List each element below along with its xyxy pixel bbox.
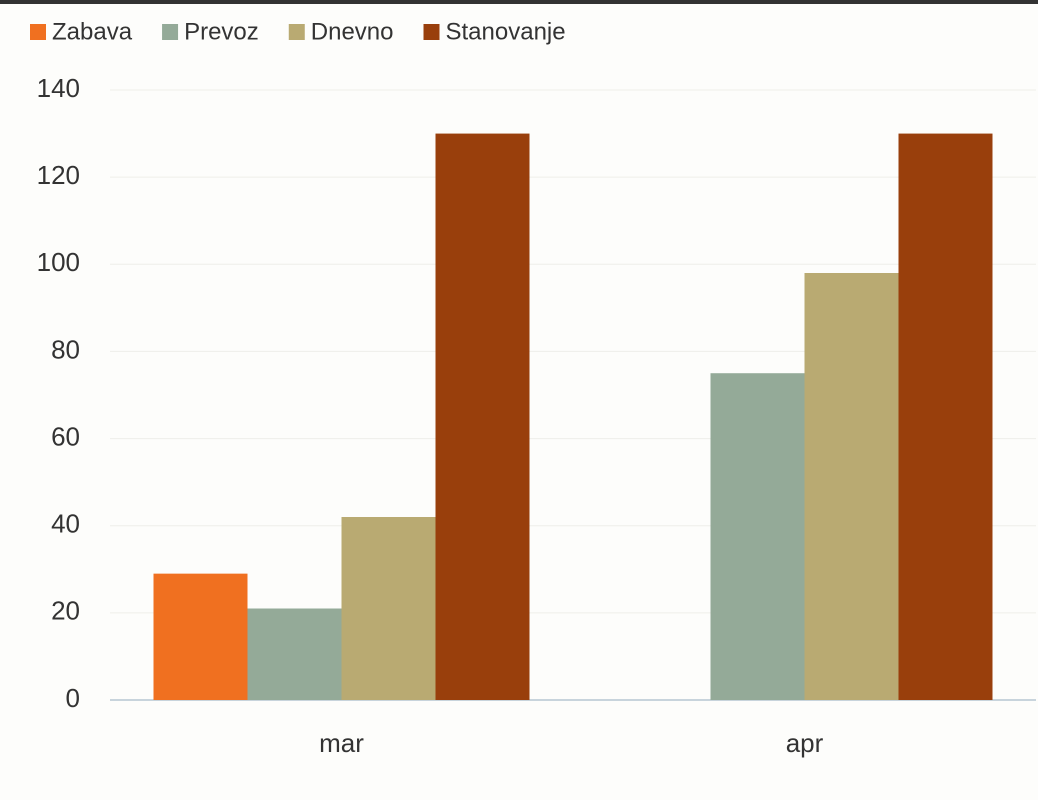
bar [153,573,248,700]
y-tick-label: 80 [51,334,80,364]
legend-swatch [30,24,46,40]
bar [435,133,530,701]
y-tick-label: 100 [37,247,80,277]
bar [898,133,993,701]
y-tick-label: 60 [51,421,80,451]
legend-label: Zabava [52,18,133,45]
legend-label: Dnevno [311,18,394,45]
bar [710,373,805,700]
bar [804,273,899,700]
y-tick-label: 120 [37,160,80,190]
y-tick-label: 140 [37,73,80,103]
bar [247,608,342,700]
x-tick-label: apr [786,728,824,758]
y-tick-label: 20 [51,596,80,626]
x-tick-label: mar [319,728,364,758]
legend-swatch [423,24,440,40]
legend-label: Stanovanje [446,18,566,45]
y-tick-label: 40 [51,509,80,539]
legend-swatch [162,24,179,40]
legend-swatch [288,24,305,40]
top-border [0,0,1038,4]
bar [341,517,436,700]
y-tick-label: 0 [66,683,80,713]
legend-label: Prevoz [184,18,259,45]
